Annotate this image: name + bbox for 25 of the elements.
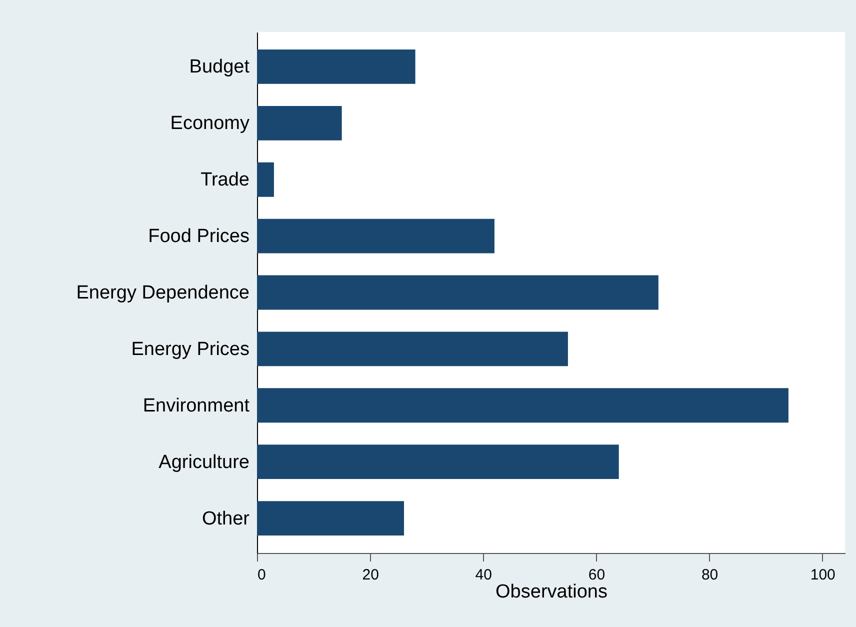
bar <box>257 332 568 366</box>
bar <box>257 444 619 480</box>
y-tick-label: Food Prices <box>148 226 250 248</box>
y-tick-label: Other <box>202 508 250 530</box>
x-tick-label: 20 <box>362 566 379 584</box>
bar <box>257 106 342 140</box>
x-tick-label: 40 <box>475 566 492 584</box>
bar <box>257 275 658 310</box>
x-tick-label: 80 <box>701 566 718 584</box>
bar <box>257 218 494 254</box>
x-axis-title: Observations <box>496 582 608 602</box>
bar <box>257 162 274 197</box>
bar <box>257 501 404 536</box>
x-tick-label: 100 <box>810 566 836 584</box>
y-tick-label: Energy Dependence <box>76 282 250 304</box>
x-tick-label: 0 <box>258 566 266 584</box>
y-tick-label: Budget <box>189 56 250 78</box>
bar <box>257 50 416 84</box>
x-tick-label: 60 <box>588 566 606 584</box>
y-tick-label: Energy Prices <box>131 338 250 360</box>
y-tick-label: Trade <box>200 170 250 191</box>
y-tick-label: Economy <box>170 113 250 134</box>
y-tick-label: Environment <box>142 395 250 416</box>
bar <box>257 388 788 423</box>
y-tick-label: Agriculture <box>158 452 250 473</box>
